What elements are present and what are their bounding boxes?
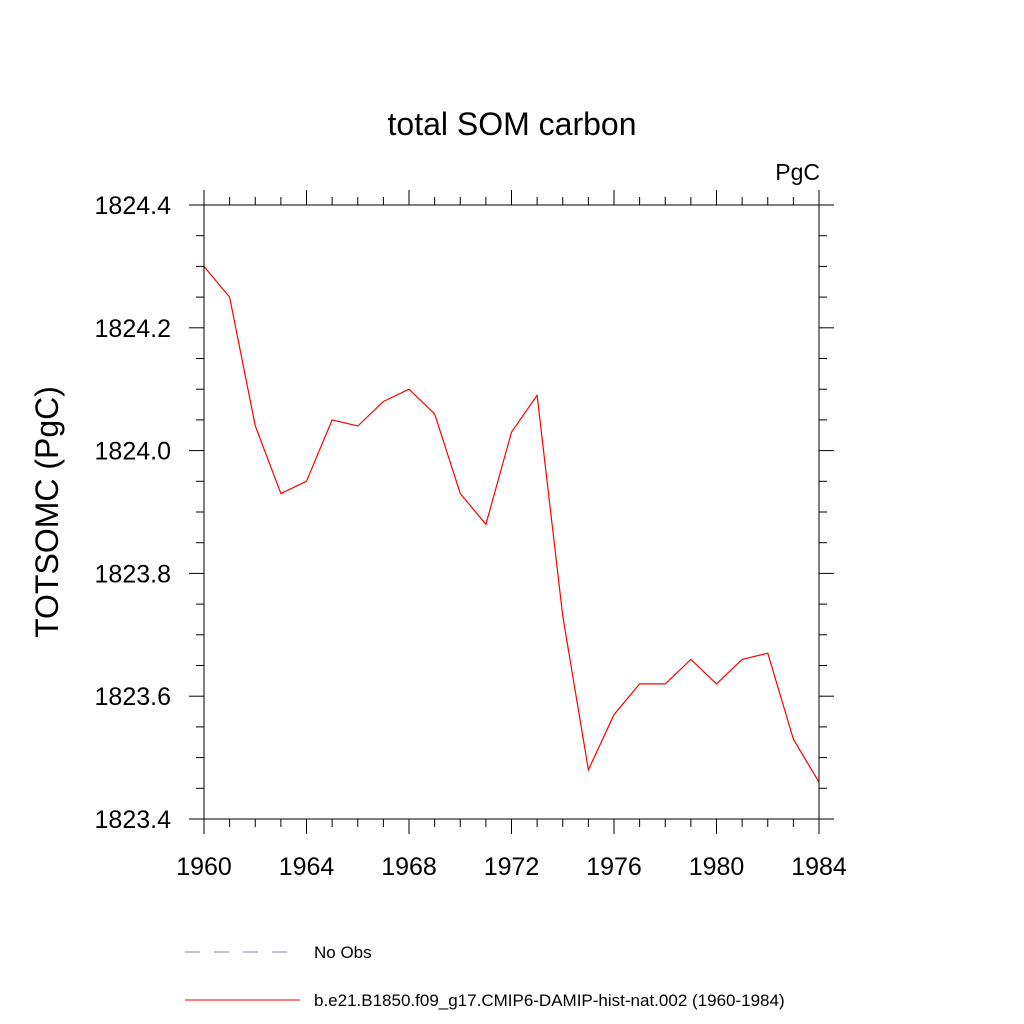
x-tick-label: 1964 xyxy=(279,853,335,881)
x-tick-label: 1972 xyxy=(484,853,540,881)
y-tick-label: 1824.2 xyxy=(95,315,171,343)
x-tick-label: 1984 xyxy=(791,853,847,881)
y-tick-labels: 1823.4 1823.6 1823.8 1824.0 1824.2 1824.4 xyxy=(95,192,172,834)
legend-label: No Obs xyxy=(314,943,372,962)
series-line xyxy=(203,266,820,783)
x-tick-label: 1976 xyxy=(586,853,642,881)
y-tick-label: 1823.8 xyxy=(95,560,171,588)
legend: No Obs b.e21.B1850.f09_g17.CMIP6-DAMIP-hi… xyxy=(185,943,785,1010)
y-tick-label: 1824.4 xyxy=(95,192,172,220)
y-tick-label: 1824.0 xyxy=(95,438,171,466)
x-tick-label: 1960 xyxy=(176,853,232,881)
x-tick-labels: 1960 1964 1968 1972 1976 1980 1984 xyxy=(176,853,847,881)
axis-ticks xyxy=(189,190,834,834)
x-tick-label: 1980 xyxy=(689,853,745,881)
chart-title: total SOM carbon xyxy=(388,106,637,142)
x-tick-label: 1968 xyxy=(381,853,437,881)
y-axis-label: TOTSOMC (PgC) xyxy=(29,386,65,638)
plot-frame xyxy=(203,204,820,820)
y-tick-label: 1823.4 xyxy=(95,806,172,834)
legend-label: b.e21.B1850.f09_g17.CMIP6-DAMIP-hist-nat… xyxy=(314,991,785,1010)
units-label: PgC xyxy=(775,159,820,185)
y-tick-label: 1823.6 xyxy=(95,683,171,711)
series-group xyxy=(203,266,820,783)
